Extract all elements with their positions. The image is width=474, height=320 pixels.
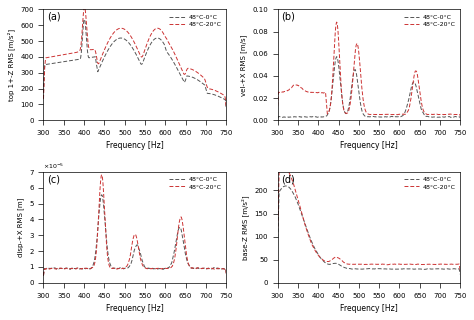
- Text: (a): (a): [47, 12, 61, 22]
- X-axis label: Frequency [Hz]: Frequency [Hz]: [106, 304, 164, 313]
- X-axis label: Frequency [Hz]: Frequency [Hz]: [106, 141, 164, 150]
- X-axis label: Frequency [Hz]: Frequency [Hz]: [340, 141, 398, 150]
- Legend: 48°C-0°C, 48°C-20°C: 48°C-0°C, 48°C-20°C: [168, 12, 223, 29]
- Legend: 48°C-0°C, 48°C-20°C: 48°C-0°C, 48°C-20°C: [168, 175, 223, 191]
- Legend: 48°C-0°C, 48°C-20°C: 48°C-0°C, 48°C-20°C: [402, 175, 457, 191]
- Text: $\times 10^{-5}$: $\times 10^{-5}$: [44, 162, 65, 171]
- Legend: 48°C-0°C, 48°C-20°C: 48°C-0°C, 48°C-20°C: [402, 12, 457, 29]
- Y-axis label: top 1+-Z RMS [m/s²]: top 1+-Z RMS [m/s²]: [7, 29, 15, 101]
- Text: (b): (b): [281, 12, 295, 22]
- Y-axis label: base-Z RMS [m/s²]: base-Z RMS [m/s²]: [241, 195, 249, 260]
- Text: (c): (c): [47, 174, 60, 184]
- Y-axis label: disp-+X RMS [m]: disp-+X RMS [m]: [17, 198, 24, 257]
- Text: (d): (d): [281, 174, 295, 184]
- Y-axis label: vel-+X RMS [m/s]: vel-+X RMS [m/s]: [240, 34, 246, 95]
- X-axis label: Frequency [Hz]: Frequency [Hz]: [340, 304, 398, 313]
